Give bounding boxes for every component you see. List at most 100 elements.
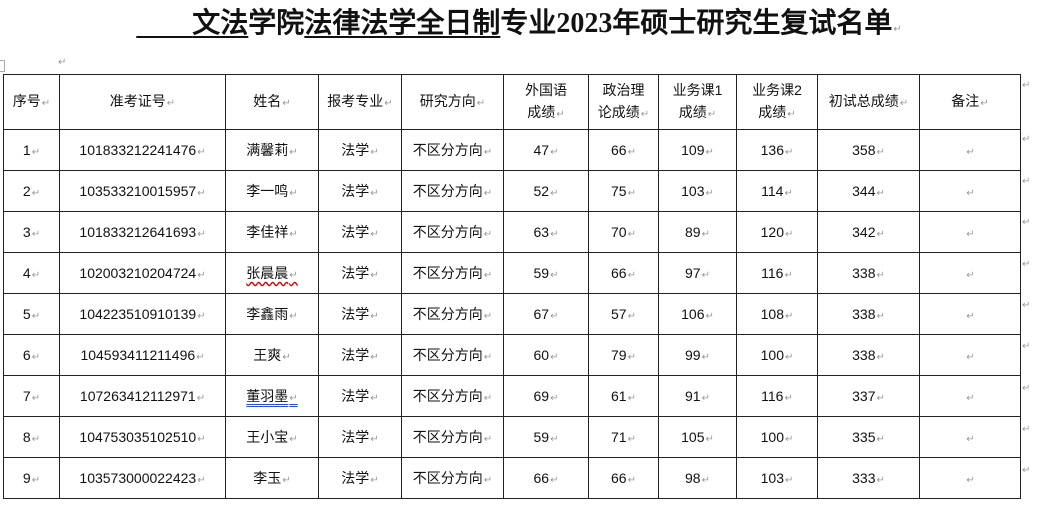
header-label: 准考证号: [110, 93, 175, 109]
header-label: 外国语成绩: [520, 79, 572, 126]
cell-major: 法学: [318, 170, 402, 212]
cell-text: 47: [534, 142, 559, 158]
cell-course-1: 105: [658, 416, 737, 458]
cell-text: 不区分方向: [413, 224, 492, 240]
cell-text: 114: [761, 183, 793, 199]
cell-total: 342: [817, 211, 920, 253]
cell-remarks: [919, 334, 1021, 376]
title-major: 法律法学全日制: [304, 8, 501, 39]
cell-foreign-language: 60: [503, 334, 589, 376]
row-end-mark-icon: ↵: [1022, 465, 1031, 476]
cell-text: 不区分方向: [413, 429, 492, 445]
cell-direction: 不区分方向: [401, 211, 504, 253]
table-header-row: 序号 准考证号 姓名 报考专业 研究方向 外国语成绩政治理论成绩业务课1成绩业务课2成绩 初…: [3, 74, 1021, 130]
cell-text: 358: [852, 142, 885, 158]
cell-text: 4: [23, 265, 40, 281]
cell-text: 136: [761, 142, 794, 158]
cell-total: 344: [817, 170, 920, 212]
cell-text: [965, 265, 974, 281]
cell-text: 8: [23, 429, 40, 445]
header-col-name: 姓名: [225, 74, 319, 130]
cell-politics: 71: [588, 416, 659, 458]
cell-politics: 66: [588, 129, 659, 171]
cell-major: 法学: [318, 293, 402, 335]
cell-course-1: 99: [658, 334, 737, 376]
header-label: 备注: [951, 93, 988, 109]
cell-text: 100: [761, 429, 794, 445]
cell-course-1: 98: [658, 457, 737, 499]
cell-text: 王小宝: [246, 429, 297, 445]
cell-name: 董羽墨: [225, 375, 319, 417]
cell-text: 338: [852, 347, 885, 363]
paragraph-mark-icon: ↵: [58, 57, 67, 68]
cell-major: 法学: [318, 129, 402, 171]
row-end-mark-icon: ↵: [1022, 80, 1031, 91]
cell-direction: 不区分方向: [401, 375, 504, 417]
cell-politics: 61: [588, 375, 659, 417]
cell-text: 李一鸣: [246, 183, 297, 199]
cell-text: 109: [681, 142, 714, 158]
cell-name: 李一鸣: [225, 170, 319, 212]
cell-foreign-language: 66: [503, 457, 589, 499]
cell-politics: 66: [588, 457, 659, 499]
cell-course-1: 109: [658, 129, 737, 171]
header-label: 姓名: [253, 93, 290, 109]
cell-name: 王爽: [225, 334, 319, 376]
table-row: 7 107263412112971 董羽墨 法学 不区分方向 69 61 91 116 337: [3, 375, 1021, 417]
cell-text: 67: [534, 306, 559, 322]
row-end-mark-icon: ↵: [1022, 424, 1031, 435]
cell-text: 66: [534, 470, 559, 486]
table-row: 5 104223510910139 李鑫雨 法学 不区分方向 67 57 106 108 338: [3, 293, 1021, 335]
cell-text: 法学: [341, 265, 378, 281]
cell-exam-id: 107263412112971: [59, 375, 226, 417]
header-col-remarks: 备注: [919, 74, 1021, 130]
cell-text: 106: [681, 306, 714, 322]
cell-index: 8: [3, 416, 60, 458]
cell-major: 法学: [318, 334, 402, 376]
cell-remarks: [919, 252, 1021, 294]
cell-major: 法学: [318, 252, 402, 294]
header-label: 序号: [13, 93, 50, 109]
cell-text: 不区分方向: [413, 306, 492, 322]
cell-index: 7: [3, 375, 60, 417]
cell-remarks: [919, 375, 1021, 417]
cell-text: 344: [852, 183, 885, 199]
cell-direction: 不区分方向: [401, 416, 504, 458]
cell-text: 69: [534, 388, 559, 404]
cell-foreign-language: 67: [503, 293, 589, 335]
cell-total: 338: [817, 293, 920, 335]
row-end-mark-icon: ↵: [1022, 341, 1031, 352]
cell-text: 104593411211496: [80, 347, 204, 363]
cell-total: 333: [817, 457, 920, 499]
cell-course-2: 108: [736, 293, 818, 335]
table-row: 8 104753035102510 王小宝 法学 不区分方向 59 71 105 100 335: [3, 416, 1021, 458]
cell-text: 99: [685, 347, 710, 363]
cell-text: 98: [685, 470, 710, 486]
cell-index: 5: [3, 293, 60, 335]
cell-text: 337: [852, 388, 885, 404]
cell-text: 法学: [341, 306, 378, 322]
cell-text: 79: [611, 347, 636, 363]
cell-text: 法学: [341, 142, 378, 158]
cell-text: 52: [534, 183, 559, 199]
candidate-table: 序号 准考证号 姓名 报考专业 研究方向 外国语成绩政治理论成绩业务课1成绩业务课2成绩 初…: [3, 74, 1021, 499]
cell-name: 张晨晨: [225, 252, 319, 294]
cell-text: 103573000022423: [79, 470, 205, 486]
cell-name: 李玉: [225, 457, 319, 499]
cell-politics: 75: [588, 170, 659, 212]
cell-text: [965, 388, 974, 404]
cell-direction: 不区分方向: [401, 129, 504, 171]
cell-remarks: [919, 129, 1021, 171]
row-end-mark-icon: ↵: [1022, 383, 1031, 394]
cell-text: 338: [852, 265, 885, 281]
cell-total: 335: [817, 416, 920, 458]
cell-text: 法学: [341, 470, 378, 486]
header-col-foreign-language: 外国语成绩: [503, 74, 589, 130]
cell-course-2: 136: [736, 129, 818, 171]
cell-exam-id: 104593411211496: [59, 334, 226, 376]
cell-name: 李鑫雨: [225, 293, 319, 335]
cell-text: 李玉: [253, 470, 290, 486]
cell-direction: 不区分方向: [401, 293, 504, 335]
cell-text: 335: [852, 429, 885, 445]
row-end-mark-icon: ↵: [1022, 300, 1031, 311]
